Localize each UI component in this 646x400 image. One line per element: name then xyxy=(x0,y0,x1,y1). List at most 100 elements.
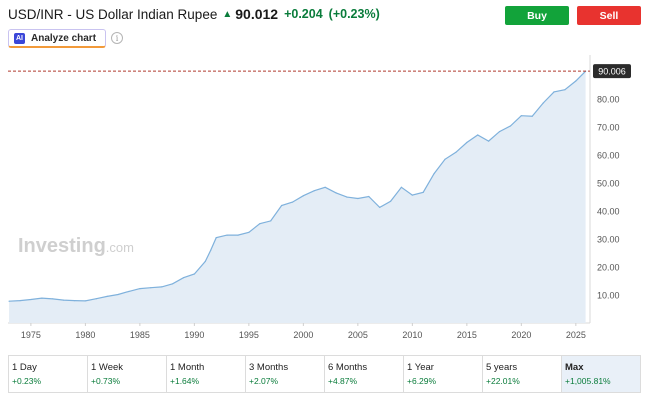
current-price-label: 90.006 xyxy=(598,67,626,77)
price-point xyxy=(150,287,152,289)
y-tick-label: 80.00 xyxy=(597,95,620,105)
y-tick-label: 50.00 xyxy=(597,179,620,189)
price-point xyxy=(172,283,174,285)
price-point xyxy=(488,140,490,142)
price-area-fill xyxy=(9,71,586,323)
price-point xyxy=(357,197,359,200)
y-tick-label: 10.00 xyxy=(597,291,620,301)
period-3-months[interactable]: 3 Months +2.07% xyxy=(246,356,325,392)
price-point xyxy=(193,273,195,275)
price-point xyxy=(466,141,468,144)
instrument-header: USD/INR - US Dollar Indian Rupee ▲ 90.01… xyxy=(8,4,380,24)
price-point xyxy=(52,298,54,300)
price-point xyxy=(139,288,141,290)
period-change: +6.29% xyxy=(407,376,437,386)
price-point xyxy=(19,300,21,302)
period-5-years[interactable]: 5 years +22.01% xyxy=(483,356,562,392)
price-point xyxy=(117,293,119,296)
x-tick-label: 2020 xyxy=(511,330,531,340)
price-point xyxy=(324,186,326,188)
last-price: 90.012 xyxy=(235,6,279,22)
price-point xyxy=(564,89,566,91)
sell-button[interactable]: Sell xyxy=(577,6,641,25)
price-point xyxy=(390,200,392,202)
price-change-percent: (+0.23%) xyxy=(328,7,380,21)
period-change: +4.87% xyxy=(328,376,358,386)
price-point xyxy=(106,295,108,297)
price-point xyxy=(302,195,304,197)
period-change: +1,005.81% xyxy=(565,376,611,386)
performance-periods: 1 Day +0.23% 1 Week +0.73% 1 Month +1.64… xyxy=(8,355,641,393)
period-1-year[interactable]: 1 Year +6.29% xyxy=(404,356,483,392)
price-point xyxy=(455,151,457,153)
price-change: +0.204 xyxy=(284,7,323,21)
price-point xyxy=(237,234,239,236)
period-label: 1 Month xyxy=(170,362,205,373)
y-tick-label: 40.00 xyxy=(597,207,620,217)
period-1-day[interactable]: 1 Day +0.23% xyxy=(9,356,88,392)
price-point xyxy=(63,299,65,301)
price-chart[interactable]: Investing.com 90.006 10.00 20.00 30.00 40.00… xyxy=(0,0,646,350)
price-point xyxy=(520,115,522,117)
period-6-months[interactable]: 6 Months +4.87% xyxy=(325,356,404,392)
price-point xyxy=(30,298,32,301)
period-change: +22.01% xyxy=(486,376,520,386)
x-tick-label: 1975 xyxy=(21,330,41,340)
x-tick-label: 1985 xyxy=(130,330,150,340)
period-change: +0.73% xyxy=(91,376,121,386)
price-point xyxy=(128,290,130,292)
price-point xyxy=(210,249,212,251)
price-point xyxy=(291,201,294,203)
x-tick-label: 2025 xyxy=(566,330,586,340)
price-point xyxy=(379,206,381,208)
price-point xyxy=(509,125,511,127)
price-point xyxy=(204,260,206,262)
period-1-week[interactable]: 1 Week +0.73% xyxy=(88,356,167,392)
y-tick-label: 20.00 xyxy=(597,263,620,273)
period-change: +2.07% xyxy=(249,376,279,386)
period-label: 6 Months xyxy=(328,362,368,373)
period-label: 5 years xyxy=(486,362,518,373)
instrument-title: USD/INR - US Dollar Indian Rupee xyxy=(8,6,218,22)
x-tick-label: 2015 xyxy=(457,330,477,340)
x-tick-label: 1980 xyxy=(75,330,95,340)
price-point xyxy=(73,300,76,302)
price-point xyxy=(531,115,533,117)
period-max[interactable]: Max +1,005.81% xyxy=(562,356,640,392)
period-label: Max xyxy=(565,362,584,373)
analyze-chart-button[interactable]: AI Analyze chart xyxy=(8,29,106,48)
period-label: 3 Months xyxy=(249,362,289,373)
price-point xyxy=(368,195,370,198)
price-point xyxy=(215,237,217,239)
price-point xyxy=(553,91,555,93)
price-point xyxy=(498,131,501,133)
price-point xyxy=(444,158,446,160)
period-1-month[interactable]: 1 Month +1.64% xyxy=(167,356,246,392)
x-tick-label: 1990 xyxy=(184,330,204,340)
price-point xyxy=(182,277,185,279)
price-point xyxy=(161,286,163,288)
price-point xyxy=(41,297,43,299)
price-point xyxy=(259,223,261,225)
x-tick-label: 2005 xyxy=(348,330,368,340)
y-tick-label: 30.00 xyxy=(597,235,620,245)
x-tick-label: 2000 xyxy=(293,330,313,340)
price-point xyxy=(248,231,250,233)
investing-watermark: Investing.com xyxy=(18,235,134,257)
info-icon[interactable]: i xyxy=(111,32,123,44)
period-label: 1 Week xyxy=(91,362,124,373)
price-point xyxy=(411,194,413,196)
price-point xyxy=(346,196,348,198)
price-point xyxy=(281,204,283,207)
period-label: 1 Year xyxy=(407,362,434,373)
y-tick-label: 70.00 xyxy=(597,123,620,133)
y-tick-label: 60.00 xyxy=(597,151,620,161)
period-change: +0.23% xyxy=(12,376,42,386)
period-label: 1 Day xyxy=(12,362,37,373)
price-point xyxy=(477,134,479,136)
price-point xyxy=(313,190,315,192)
buy-button[interactable]: Buy xyxy=(505,6,569,25)
price-point xyxy=(400,186,402,188)
x-tick-label: 1995 xyxy=(239,330,259,340)
price-point xyxy=(575,80,577,82)
